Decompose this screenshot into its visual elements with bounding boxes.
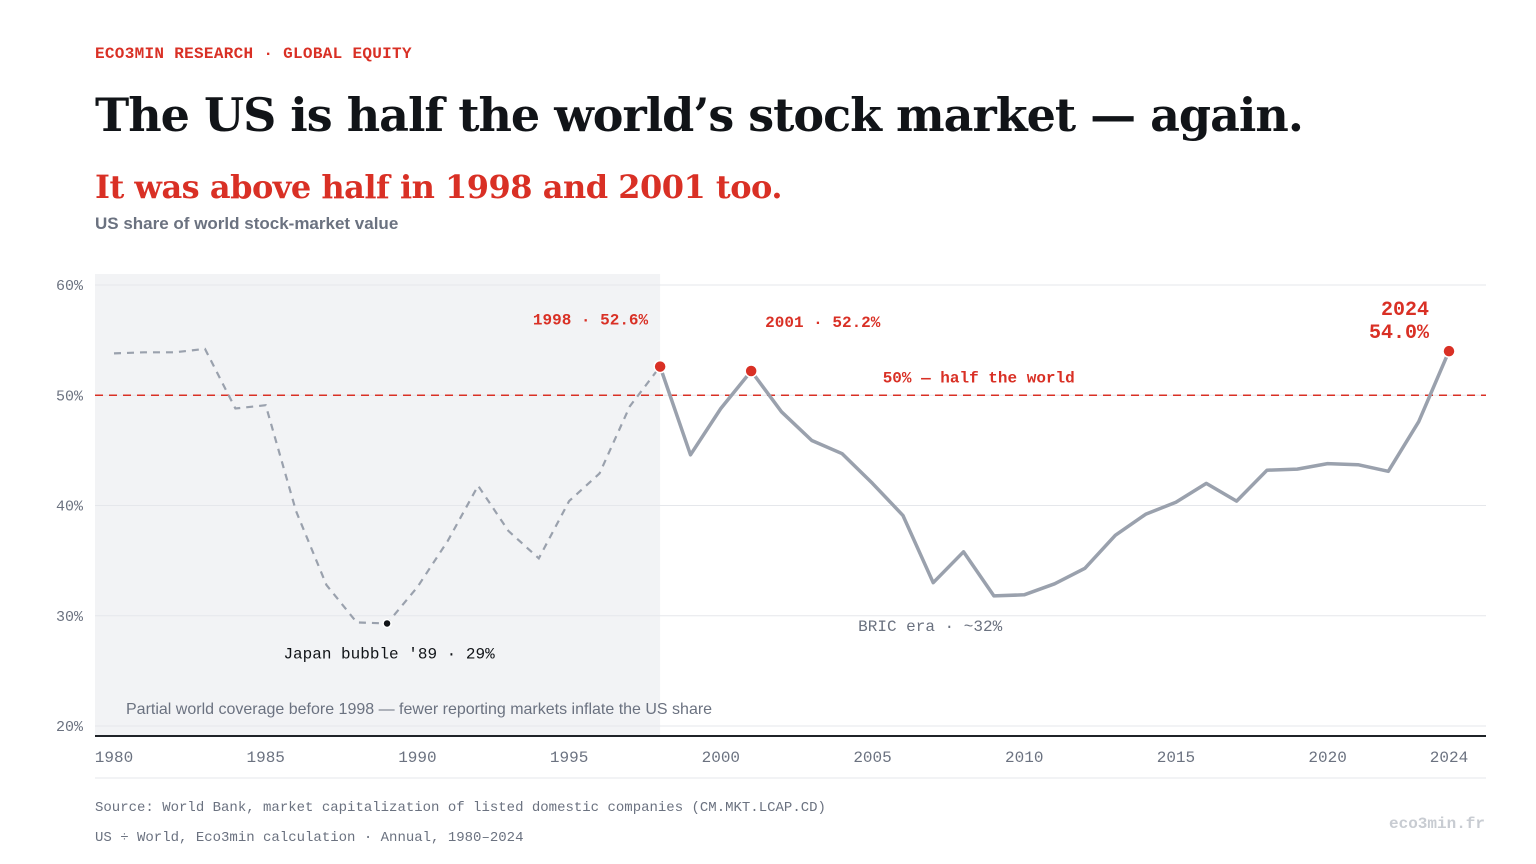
partial-coverage-note: Partial world coverage before 1998 — few… <box>126 701 712 718</box>
point-2024 <box>1442 344 1456 358</box>
method-note: US ÷ World, Eco3min calculation · Annual… <box>95 830 524 846</box>
annotation-1998: 1998 · 52.6% <box>533 312 649 330</box>
y-tick-label: 50% <box>56 388 84 405</box>
x-tick-label: 1980 <box>95 749 133 767</box>
annotation-2024-value: 54.0% <box>1369 322 1430 345</box>
annotation-2001: 2001 · 52.2% <box>765 314 881 332</box>
y-tick-label: 30% <box>56 609 84 626</box>
x-tick-label: 1990 <box>398 749 436 767</box>
chart: 60% 50% 40% 30% 20% 1980 1985 1990 1995 2000 2005… <box>56 274 1486 779</box>
y-tick-label: 20% <box>56 719 84 736</box>
highlight-points <box>382 344 1456 629</box>
x-axis: 1980 1985 1990 1995 2000 2005 2010 2015 2020 2024 <box>95 749 1468 767</box>
x-tick-label: 2000 <box>702 749 740 767</box>
x-tick-label: 2020 <box>1308 749 1346 767</box>
x-tick-label: 2005 <box>853 749 891 767</box>
x-tick-label: 2010 <box>1005 749 1043 767</box>
point-1998 <box>653 359 667 374</box>
y-tick-label: 40% <box>56 499 84 516</box>
source-note: Source: World Bank, market capitalizatio… <box>95 800 826 816</box>
y-tick-label: 60% <box>56 278 84 295</box>
x-tick-label: 1985 <box>247 749 285 767</box>
point-japan-1989 <box>382 618 392 629</box>
y-axis: 60% 50% 40% 30% 20% <box>56 278 84 736</box>
chart-caption: US share of world stock-market value <box>95 214 399 233</box>
annotation-japan: Japan bubble '89 · 29% <box>283 645 495 663</box>
page-title: The US is half the world’s stock market … <box>95 88 1304 142</box>
x-tick-label: 2024 <box>1430 749 1468 767</box>
annotation-bric: BRIC era · ~32% <box>858 618 1002 636</box>
subtitle: It was above half in 1998 and 2001 too. <box>95 168 782 206</box>
point-2001 <box>744 364 758 378</box>
x-tick-label: 2015 <box>1157 749 1195 767</box>
brand-watermark: eco3min.fr <box>1388 815 1485 833</box>
series-line <box>658 350 1451 598</box>
x-tick-label: 1995 <box>550 749 588 767</box>
reference-line-label: 50% — half the world <box>883 369 1075 387</box>
annotation-2024-year: 2024 <box>1381 299 1429 322</box>
kicker: ECO3MIN RESEARCH · GLOBAL EQUITY <box>95 45 412 63</box>
